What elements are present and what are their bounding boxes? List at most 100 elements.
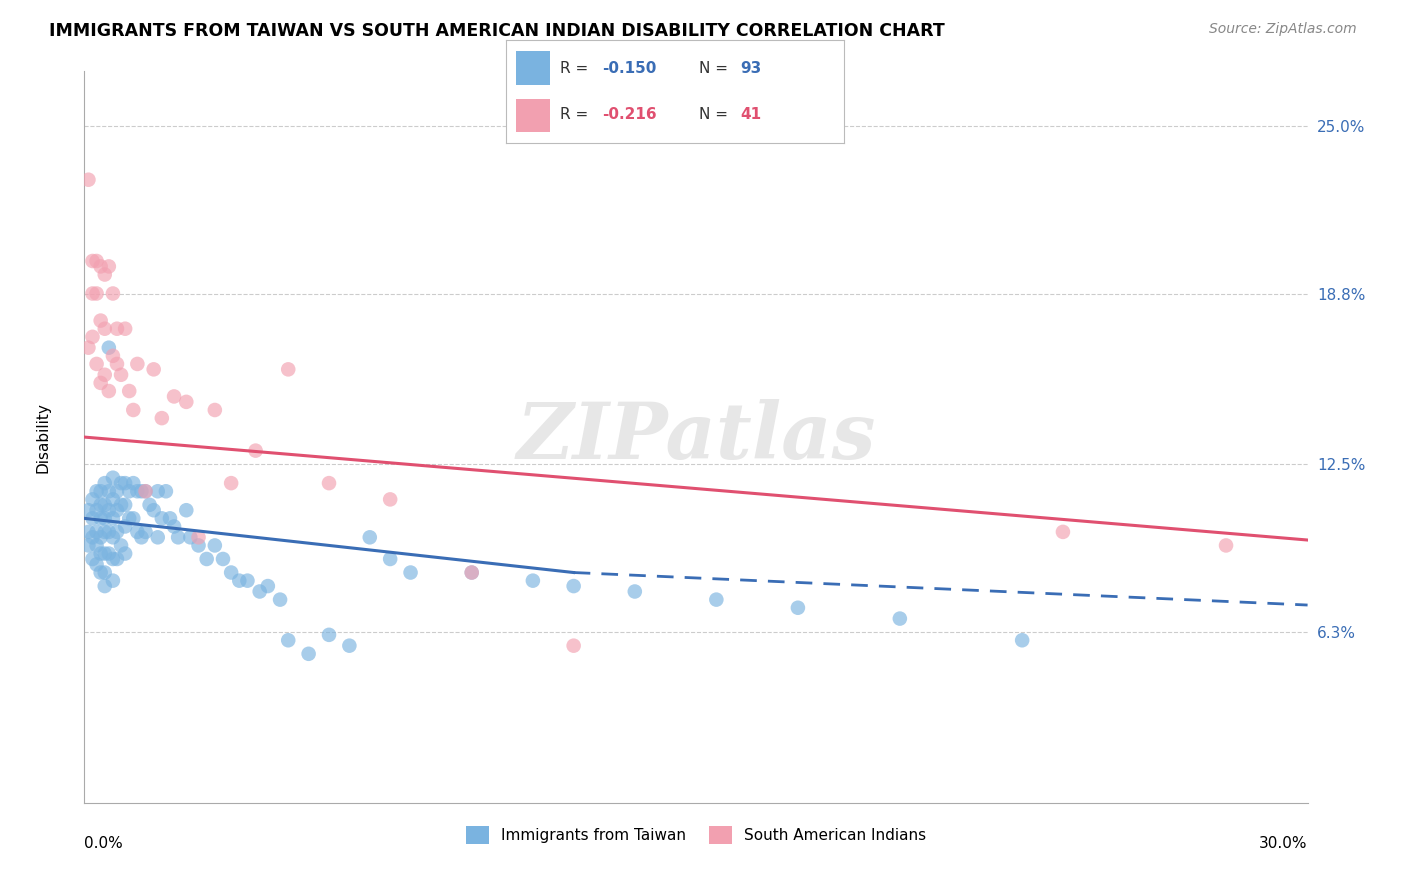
Point	[97, 503, 120, 517]
Legend: Immigrants from Taiwan, South American Indians: Immigrants from Taiwan, South American I…	[460, 820, 932, 850]
Point	[127, 357, 149, 371]
Point	[93, 368, 115, 382]
Point	[82, 286, 104, 301]
Point	[122, 511, 145, 525]
Point	[122, 476, 145, 491]
Point	[114, 498, 136, 512]
Text: ZIPatlas: ZIPatlas	[516, 399, 876, 475]
Point	[86, 524, 108, 539]
Point	[110, 538, 132, 552]
Point	[1052, 524, 1074, 539]
Point	[82, 552, 104, 566]
Point	[114, 322, 136, 336]
Point	[142, 362, 165, 376]
Point	[298, 647, 321, 661]
Point	[562, 639, 585, 653]
Point	[219, 566, 242, 580]
Point	[105, 322, 128, 336]
Point	[77, 538, 100, 552]
Point	[93, 268, 115, 282]
Point	[93, 511, 115, 525]
Point	[86, 357, 108, 371]
Point	[118, 484, 141, 499]
Point	[889, 611, 911, 625]
Point	[150, 511, 173, 525]
Point	[77, 524, 100, 539]
Text: 41: 41	[741, 107, 762, 122]
Point	[114, 476, 136, 491]
Text: 0.0%: 0.0%	[84, 836, 124, 851]
Point	[380, 492, 402, 507]
Point	[204, 403, 226, 417]
Point	[146, 530, 169, 544]
Point	[110, 368, 132, 382]
Point	[105, 552, 128, 566]
Point	[277, 633, 299, 648]
Point	[135, 524, 157, 539]
Text: Source: ZipAtlas.com: Source: ZipAtlas.com	[1209, 22, 1357, 37]
Point	[97, 260, 120, 274]
Point	[138, 498, 160, 512]
Point	[135, 484, 157, 499]
Point	[245, 443, 267, 458]
Point	[90, 498, 112, 512]
Point	[82, 330, 104, 344]
Point	[461, 566, 484, 580]
Point	[105, 524, 128, 539]
Point	[122, 403, 145, 417]
Point	[90, 511, 112, 525]
Point	[187, 530, 209, 544]
Point	[93, 579, 115, 593]
Point	[90, 260, 112, 274]
Y-axis label: Disability: Disability	[35, 401, 51, 473]
Point	[228, 574, 250, 588]
Point	[93, 524, 115, 539]
Point	[93, 498, 115, 512]
Point	[90, 376, 112, 390]
Point	[118, 384, 141, 398]
Point	[163, 519, 186, 533]
Point	[787, 600, 810, 615]
Text: -0.216: -0.216	[602, 107, 657, 122]
Point	[114, 547, 136, 561]
Point	[101, 471, 124, 485]
Point	[97, 547, 120, 561]
Point	[101, 552, 124, 566]
Point	[90, 530, 112, 544]
Point	[522, 574, 544, 588]
Text: -0.150: -0.150	[602, 61, 657, 76]
Point	[135, 484, 157, 499]
Point	[86, 538, 108, 552]
Text: IMMIGRANTS FROM TAIWAN VS SOUTH AMERICAN INDIAN DISABILITY CORRELATION CHART: IMMIGRANTS FROM TAIWAN VS SOUTH AMERICAN…	[49, 22, 945, 40]
Point	[105, 484, 128, 499]
Point	[131, 484, 153, 499]
Point	[86, 484, 108, 499]
Point	[77, 172, 100, 186]
Point	[101, 492, 124, 507]
Point	[105, 503, 128, 517]
Point	[110, 498, 132, 512]
Point	[269, 592, 291, 607]
Point	[86, 558, 108, 572]
Point	[461, 566, 484, 580]
Point	[174, 503, 197, 517]
Point	[339, 639, 361, 653]
Text: N =: N =	[699, 61, 733, 76]
Point	[97, 384, 120, 398]
Point	[1215, 538, 1237, 552]
Point	[93, 322, 115, 336]
Point	[90, 484, 112, 499]
Point	[163, 389, 186, 403]
Point	[318, 476, 340, 491]
Point	[101, 349, 124, 363]
Point	[142, 503, 165, 517]
Point	[204, 538, 226, 552]
Point	[380, 552, 402, 566]
Point	[82, 254, 104, 268]
Point	[101, 530, 124, 544]
Point	[249, 584, 271, 599]
Bar	[516, 52, 550, 86]
Point	[86, 254, 108, 268]
Point	[150, 411, 173, 425]
Point	[195, 552, 218, 566]
